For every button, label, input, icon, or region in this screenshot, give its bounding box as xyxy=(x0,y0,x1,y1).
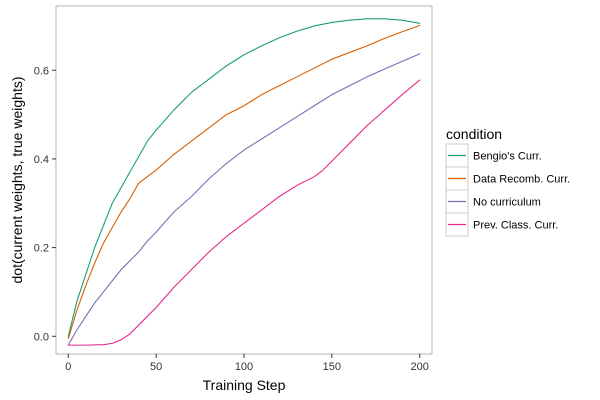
legend-title: condition xyxy=(446,126,502,142)
series-line-2 xyxy=(67,53,421,346)
y-axis: 0.0 0.2 0.4 0.6 xyxy=(34,65,56,343)
legend-label: Bengio's Curr. xyxy=(473,151,542,163)
legend-label: Data Recomb. Curr. xyxy=(473,174,570,186)
x-axis: 0 50 100 150 200 xyxy=(65,354,429,373)
y-tick-label: 0.0 xyxy=(34,331,49,343)
legend-label: Prev. Class. Curr. xyxy=(473,220,558,232)
y-tick-label: 0.4 xyxy=(34,154,49,166)
plot-panel xyxy=(55,5,433,355)
x-axis-title: Training Step xyxy=(203,377,286,393)
x-tick-label: 100 xyxy=(235,361,253,373)
x-tick-label: 0 xyxy=(65,361,71,373)
series-line-1 xyxy=(67,24,421,340)
x-tick-label: 150 xyxy=(323,361,341,373)
series-line-3 xyxy=(67,79,421,346)
legend-item: No curriculum xyxy=(445,189,541,214)
y-axis-title: dot(current weights, true weights) xyxy=(9,77,25,284)
y-tick-label: 0.6 xyxy=(34,65,49,77)
legend-item: Bengio's Curr. xyxy=(445,143,542,168)
series-line-0 xyxy=(67,18,421,337)
x-tick-label: 200 xyxy=(411,361,429,373)
legend-item: Prev. Class. Curr. xyxy=(445,212,558,237)
x-tick-label: 50 xyxy=(150,361,162,373)
series-layer xyxy=(67,18,421,346)
legend-items: Bengio's Curr. Data Recomb. Curr. No curri… xyxy=(445,143,570,237)
legend-item: Data Recomb. Curr. xyxy=(445,166,570,191)
y-tick-label: 0.2 xyxy=(34,243,49,255)
legend: condition Bengio's Curr. Data Recomb. Cur… xyxy=(445,126,570,237)
legend-label: No curriculum xyxy=(473,197,541,209)
